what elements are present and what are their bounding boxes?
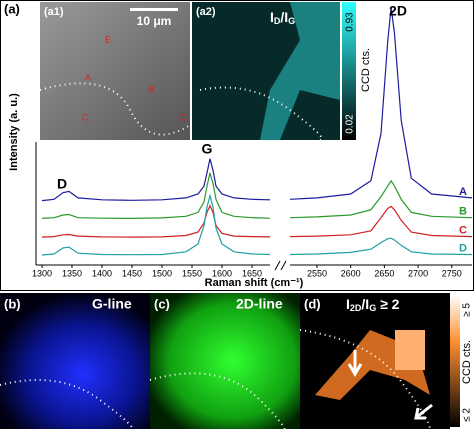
inset-label: (a2) — [196, 6, 216, 18]
spectrum-line — [289, 237, 473, 256]
axis-break — [274, 260, 287, 271]
2d-line-map — [150, 293, 300, 429]
panel-label: (a) — [4, 1, 20, 16]
boundary — [149, 372, 286, 433]
point-label: D — [180, 112, 187, 122]
boundary — [39, 82, 191, 136]
panel-title: 2D-line — [236, 296, 283, 312]
spectrum-line — [289, 7, 473, 200]
x-tick-label: 1350 — [62, 268, 82, 278]
x-tick-label: 2600 — [341, 268, 361, 278]
panel-title: G-line — [92, 296, 132, 312]
boundary — [199, 86, 323, 141]
colorbar-min: ≤ 2 — [462, 408, 473, 422]
x-tick-label: 1450 — [122, 268, 142, 278]
spectrum-line — [41, 193, 271, 256]
panel-label: (b) — [4, 296, 21, 311]
colorbar-min: 0.02 — [345, 114, 356, 134]
point-label: B — [148, 84, 154, 94]
spectrum-line — [41, 158, 271, 202]
panel-title: I2D/IG ≥ 2 — [346, 296, 400, 314]
axis-break-gap — [276, 262, 286, 270]
x-tick-label: 1300 — [32, 268, 52, 278]
inset-title: ID/IG — [270, 9, 295, 27]
boundary — [299, 329, 431, 430]
panel-label: (d) — [304, 296, 321, 311]
map-region — [260, 2, 340, 140]
point-label: E — [105, 34, 111, 44]
spectrum-line — [289, 205, 473, 238]
colorbar — [450, 295, 460, 427]
x-tick-label: 1500 — [152, 268, 172, 278]
spectrum-line — [41, 204, 271, 238]
x-tick-label: 2650 — [374, 268, 394, 278]
legend-label: C — [459, 225, 467, 237]
inset-label: (a1) — [44, 6, 64, 18]
colorbar-label: CCD cts. — [360, 48, 372, 92]
x-tick-label: 1650 — [242, 268, 262, 278]
colorbar-max: ≥ 5 — [462, 303, 473, 317]
scale-label: 10 μm — [137, 14, 172, 28]
boundary — [0, 379, 133, 430]
map-region — [395, 330, 425, 370]
x-axis-label: Raman shift (cm⁻¹) — [205, 277, 304, 289]
sem-image — [40, 2, 190, 140]
legend-label: A — [459, 186, 467, 198]
y-axis-label: Intensity (a. u.) — [8, 93, 20, 171]
point-label: A — [85, 72, 91, 82]
arrow — [347, 350, 433, 420]
legend-label: B — [459, 206, 467, 218]
panel-label: (c) — [154, 296, 170, 311]
peak-label: 2D — [389, 3, 407, 19]
legend-label: D — [459, 242, 467, 254]
g-line-map — [0, 293, 150, 429]
x-tick-label: 1400 — [92, 268, 112, 278]
colorbar-max: 0.93 — [345, 12, 356, 32]
x-tick-label: 2550 — [307, 268, 327, 278]
colorbar-label: CCD cts. — [461, 340, 473, 384]
peak-label: G — [202, 141, 213, 157]
spectrum-line — [41, 172, 271, 220]
spectrum-line — [289, 179, 473, 219]
x-tick-label: 1550 — [182, 268, 202, 278]
point-label: C — [82, 112, 89, 122]
x-tick-label: 2700 — [408, 268, 428, 278]
x-tick-label: 2750 — [442, 268, 462, 278]
x-tick-label: 1600 — [212, 268, 232, 278]
peak-label: D — [57, 176, 67, 192]
colorbar — [342, 2, 356, 140]
scale-bar — [130, 8, 178, 11]
